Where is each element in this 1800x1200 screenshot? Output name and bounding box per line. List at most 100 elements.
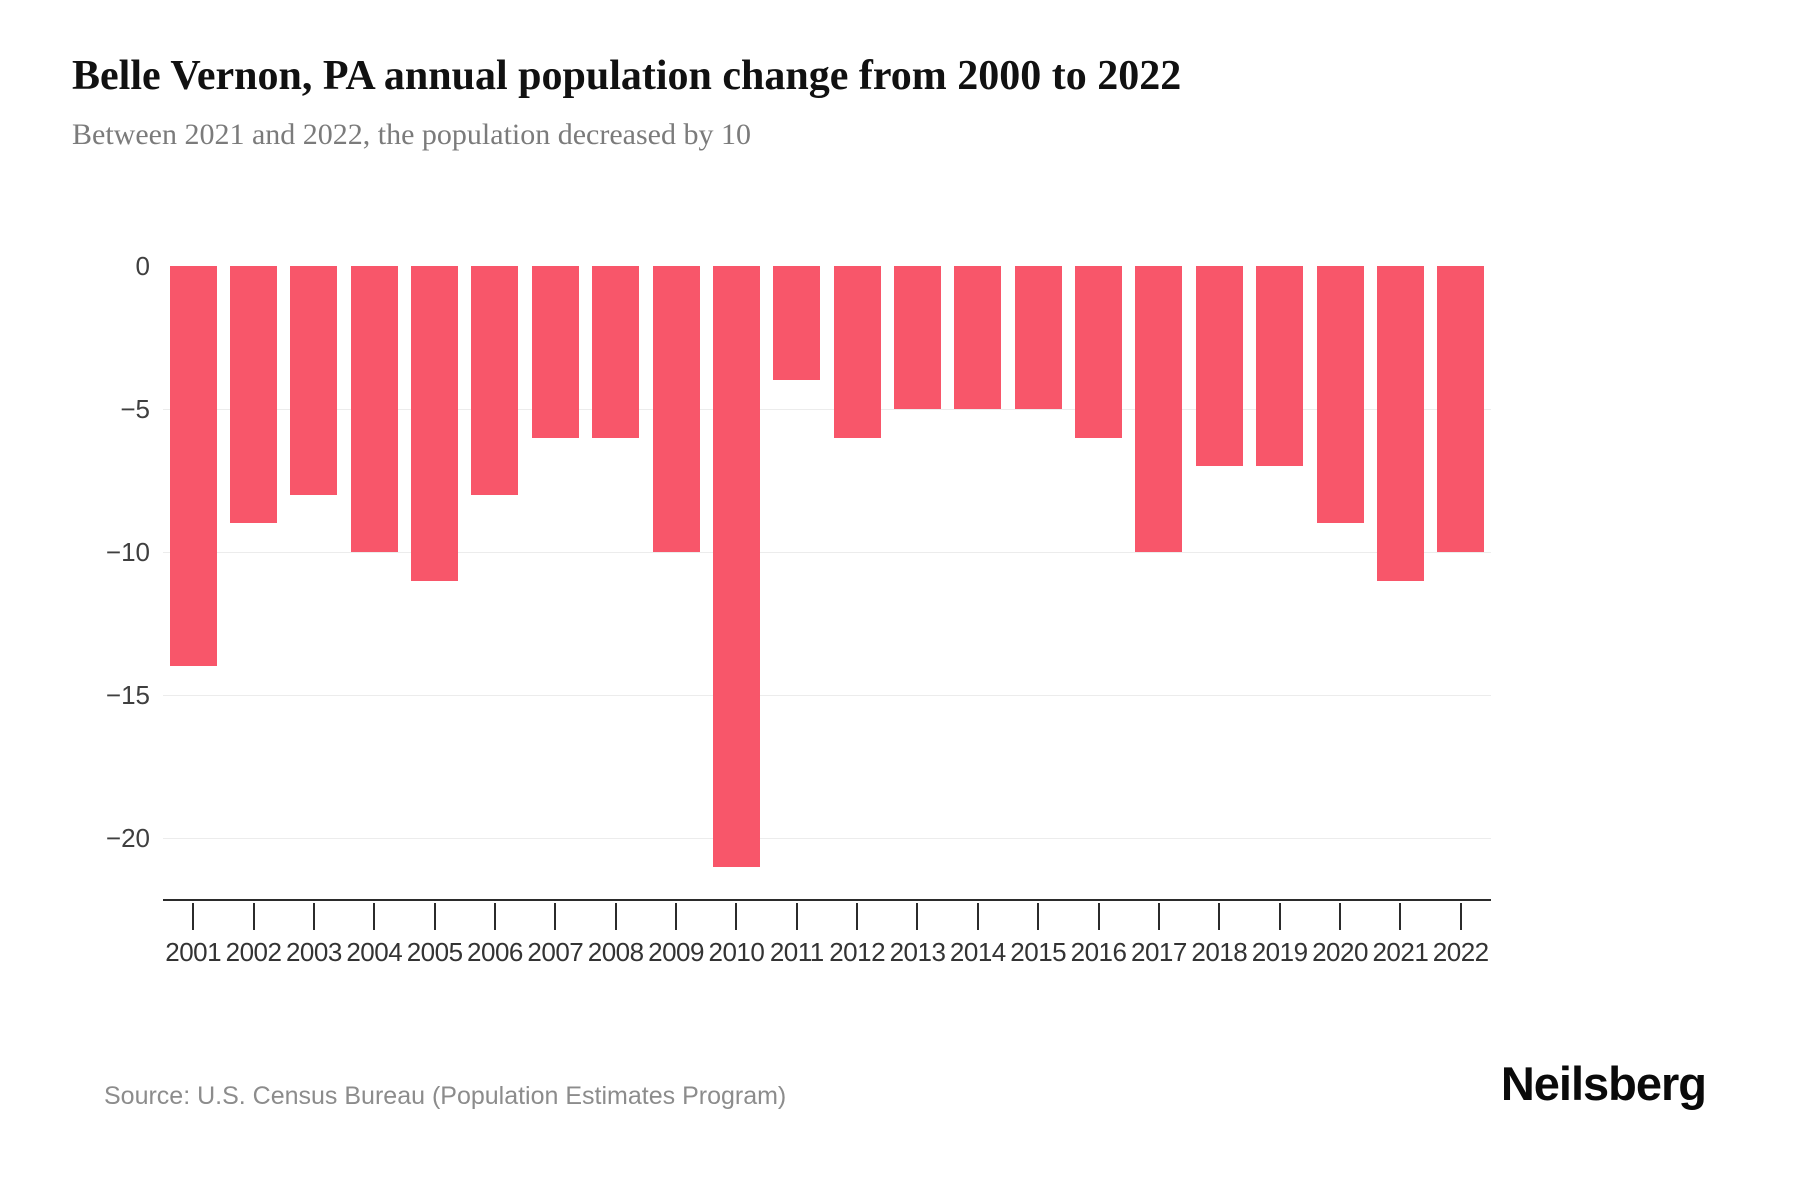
x-tick-2012: [856, 903, 859, 930]
x-tick-2018: [1218, 903, 1221, 930]
bar-slot-2018: [1189, 266, 1249, 899]
x-tick-2021: [1399, 903, 1402, 930]
bar-2003[interactable]: [290, 266, 338, 495]
bar-slot-2009: [646, 266, 706, 899]
x-tick-label-2015: 2015: [1010, 937, 1067, 967]
bar-2013[interactable]: [893, 266, 941, 410]
neilsberg-logo: Neilsberg: [1500, 1057, 1707, 1110]
x-tick-label-2009: 2009: [648, 937, 704, 967]
bar-slot-2022: [1431, 266, 1491, 899]
bar-2020[interactable]: [1316, 266, 1364, 524]
bar-slot-2014: [948, 266, 1008, 899]
y-tick-label--10: −10: [105, 537, 150, 568]
source-attribution: Source: U.S. Census Bureau (Population E…: [104, 1082, 787, 1110]
x-tick-label-2018: 2018: [1191, 937, 1248, 967]
x-tick-label-2004: 2004: [346, 937, 403, 967]
x-tick-label-2014: 2014: [949, 937, 1006, 967]
x-slot-2012: 2012: [827, 903, 887, 968]
x-slot-2002: 2002: [223, 903, 283, 968]
x-tick-label-2002: 2002: [225, 937, 282, 967]
bar-2010[interactable]: [712, 266, 760, 867]
x-tick-2002: [252, 903, 255, 930]
x-tick-label-2016: 2016: [1070, 937, 1127, 967]
bar-2002[interactable]: [230, 266, 278, 524]
bar-2009[interactable]: [652, 266, 700, 553]
gridline--5: [163, 408, 1491, 410]
x-tick-2019: [1278, 903, 1281, 930]
bar-slot-2017: [1129, 266, 1189, 899]
x-tick-label-2020: 2020: [1312, 937, 1368, 967]
x-slot-2020: 2020: [1310, 903, 1370, 968]
bar-slot-2002: [223, 266, 283, 899]
y-tick-label--15: −15: [105, 680, 150, 711]
x-slot-2006: 2006: [465, 903, 525, 968]
bar-slot-2011: [767, 266, 827, 899]
bar-2016[interactable]: [1075, 266, 1123, 438]
bar-2015[interactable]: [1014, 266, 1062, 410]
x-tick-2001: [192, 903, 195, 930]
x-tick-2005: [433, 903, 436, 930]
x-tick-2013: [916, 903, 919, 930]
x-slot-2011: 2011: [767, 903, 827, 968]
x-slot-2004: 2004: [344, 903, 404, 968]
x-tick-label-2010: 2010: [708, 937, 765, 967]
bar-2012[interactable]: [833, 266, 881, 438]
x-tick-2007: [554, 903, 557, 930]
x-slot-2001: 2001: [163, 903, 223, 968]
bar-slot-2016: [1068, 266, 1128, 899]
bar-2018[interactable]: [1195, 266, 1243, 467]
bar-2007[interactable]: [531, 266, 579, 438]
x-tick-2006: [493, 903, 496, 930]
bar-slot-2006: [465, 266, 525, 899]
x-slot-2016: 2016: [1068, 903, 1128, 968]
bar-2022[interactable]: [1437, 266, 1485, 553]
x-tick-label-2021: 2021: [1372, 937, 1429, 967]
x-tick-label-2006: 2006: [467, 937, 523, 967]
bar-slot-2015: [1008, 266, 1068, 899]
x-tick-2009: [675, 903, 678, 930]
bar-2004[interactable]: [350, 266, 398, 553]
y-tick-label--5: −5: [120, 394, 150, 425]
bar-2005[interactable]: [411, 266, 459, 581]
x-slot-2009: 2009: [646, 903, 706, 968]
x-tick-2003: [312, 903, 315, 930]
bar-slot-2003: [284, 266, 344, 899]
bar-2014[interactable]: [954, 266, 1002, 410]
x-slot-2017: 2017: [1129, 903, 1189, 968]
bar-slot-2021: [1370, 266, 1430, 899]
bar-slot-2019: [1249, 266, 1309, 899]
bar-2001[interactable]: [169, 266, 217, 667]
gridline--15: [163, 694, 1491, 696]
bar-slot-2007: [525, 266, 585, 899]
x-tick-label-2003: 2003: [285, 937, 342, 967]
bar-2021[interactable]: [1376, 266, 1424, 581]
bar-2017[interactable]: [1135, 266, 1183, 553]
x-tick-label-2001: 2001: [165, 937, 222, 967]
bar-slot-2008: [586, 266, 646, 899]
gridline--20: [163, 837, 1491, 839]
x-tick-label-2007: 2007: [527, 937, 584, 967]
x-slot-2008: 2008: [586, 903, 646, 968]
x-tick-2015: [1037, 903, 1040, 930]
bar-2011[interactable]: [773, 266, 821, 381]
bar-2008[interactable]: [592, 266, 640, 438]
x-tick-label-2017: 2017: [1131, 937, 1187, 967]
x-tick-label-2011: 2011: [769, 937, 824, 967]
x-slot-2013: 2013: [887, 903, 947, 968]
x-slot-2019: 2019: [1249, 903, 1309, 968]
x-tick-label-2005: 2005: [406, 937, 463, 967]
x-tick-label-2022: 2022: [1432, 937, 1489, 967]
x-axis: 2001 2002 2003 2004 2005 2006 2007 2008 2009 2010…: [163, 903, 1491, 968]
x-tick-label-2012: 2012: [829, 937, 886, 967]
x-slot-2007: 2007: [525, 903, 585, 968]
gridline--10: [163, 551, 1491, 553]
chart-subtitle: Between 2021 and 2022, the population de…: [72, 118, 751, 151]
bar-2019[interactable]: [1256, 266, 1304, 467]
plot-area: [163, 266, 1491, 901]
x-tick-2008: [614, 903, 617, 930]
y-tick-label-0: 0: [135, 251, 150, 281]
bar-2006[interactable]: [471, 266, 519, 495]
x-tick-2022: [1459, 903, 1462, 930]
x-slot-2003: 2003: [284, 903, 344, 968]
